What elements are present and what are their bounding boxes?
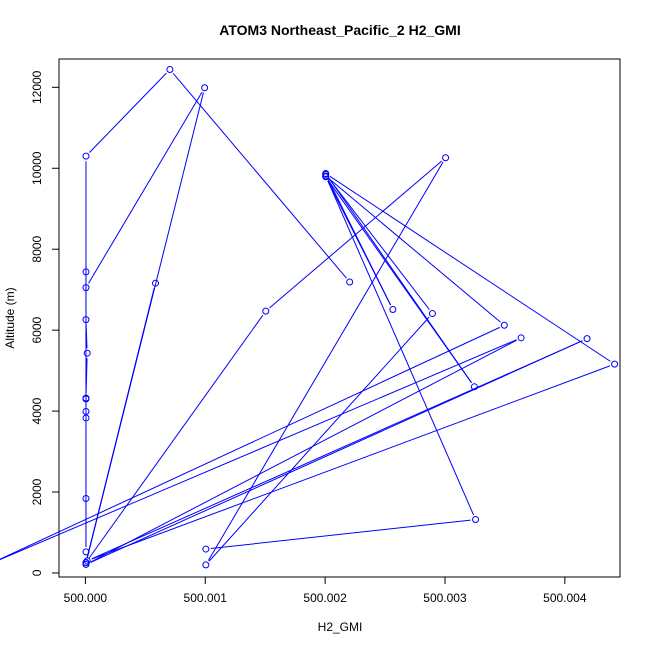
- data-point: [389, 306, 397, 314]
- series-segment: [328, 178, 430, 310]
- series-segment: [0, 326, 500, 560]
- data-point: [82, 268, 90, 276]
- y-tick-label: 10000: [30, 151, 44, 185]
- chart-title: ATOM3 Northeast_Pacific_2 H2_GMI: [219, 22, 460, 38]
- y-tick-label: 6000: [30, 316, 44, 343]
- data-point: [500, 321, 508, 329]
- series-segment: [327, 180, 475, 516]
- y-tick-label: 12000: [30, 70, 44, 104]
- data-point: [82, 395, 90, 403]
- data-point: [442, 154, 450, 162]
- x-axis-label: H2_GMI: [318, 620, 363, 634]
- data-point: [322, 170, 330, 178]
- data-point: [202, 545, 210, 553]
- x-tick-label: 500.001: [184, 591, 228, 605]
- series-segment: [86, 92, 204, 559]
- series-segment: [88, 91, 203, 284]
- series-segment: [207, 161, 444, 561]
- y-tick-label: 0: [30, 569, 44, 576]
- series-segment: [90, 339, 517, 563]
- series-segment: [327, 178, 392, 306]
- data-point: [82, 284, 90, 292]
- data-point: [472, 516, 480, 524]
- data-point: [611, 360, 619, 368]
- y-axis: 0 2000 4000 6000 8000 10000 12000: [30, 70, 59, 576]
- series-segment: [208, 316, 430, 562]
- data-point: [82, 548, 90, 556]
- x-tick-label: 500.004: [543, 591, 587, 605]
- data-point: [262, 307, 270, 315]
- data-point: [151, 279, 159, 287]
- data-point: [82, 494, 90, 502]
- data-point: [583, 335, 591, 343]
- y-tick-label: 4000: [30, 397, 44, 424]
- data-point: [82, 152, 90, 160]
- series-segment: [89, 72, 167, 153]
- x-tick-label: 500.003: [423, 591, 467, 605]
- data-point: [82, 316, 90, 324]
- series-segment: [269, 160, 443, 309]
- x-tick-label: 500.002: [303, 591, 347, 605]
- x-tick-label: 500.000: [64, 591, 108, 605]
- data-point: [82, 414, 90, 422]
- series-segment: [91, 365, 611, 560]
- y-tick-label: 2000: [30, 478, 44, 505]
- series-segment: [210, 519, 471, 550]
- series-segment: [88, 314, 264, 559]
- data-point: [517, 334, 525, 342]
- y-axis-label: Altitude (m): [3, 287, 17, 348]
- data-point: [428, 310, 436, 318]
- plot-frame: [58, 58, 621, 578]
- data-point: [201, 84, 209, 92]
- data-point: [82, 559, 90, 567]
- series-segment: [91, 340, 583, 560]
- data-point: [322, 173, 330, 181]
- x-axis: 500.000 500.001 500.002 500.003 500.004: [64, 577, 587, 605]
- series-segment: [329, 178, 501, 323]
- series-layer: [0, 66, 619, 569]
- series-segment: [329, 175, 611, 362]
- data-point: [83, 349, 91, 357]
- series-segment: [172, 73, 347, 279]
- data-point: [166, 66, 174, 74]
- series-segment: [328, 180, 472, 384]
- data-point: [202, 561, 210, 569]
- data-point: [346, 278, 354, 286]
- data-point: [470, 383, 478, 391]
- y-tick-label: 8000: [30, 236, 44, 263]
- series-segment: [0, 339, 517, 561]
